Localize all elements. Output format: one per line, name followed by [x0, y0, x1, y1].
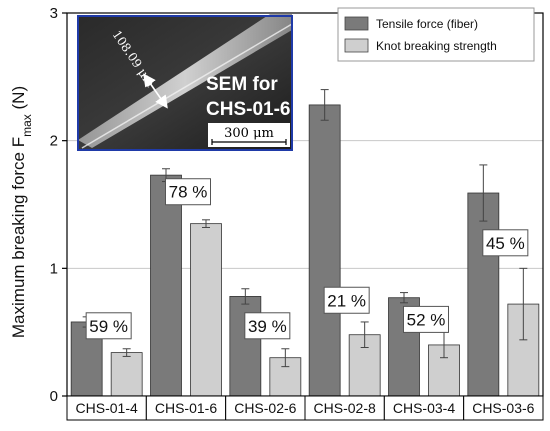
percentage-label: 21 % — [327, 291, 366, 310]
sem-inset: 108.09 μm SEM for CHS-01-6 300 μm — [77, 14, 293, 151]
category-cell — [383, 395, 465, 421]
category-label: CHS-02-6 — [234, 400, 296, 416]
category-label: CHS-03-6 — [472, 400, 534, 416]
legend: Tensile force (fiber) Knot breaking stre… — [337, 7, 535, 62]
percentage-box — [482, 229, 529, 257]
percentage-label: 39 % — [248, 317, 287, 336]
legend-label-knot: Knot breaking strength — [376, 39, 497, 53]
legend-box — [337, 7, 535, 62]
bar-tensile — [467, 192, 500, 397]
category-cell — [66, 395, 147, 421]
sem-inset-border — [77, 15, 293, 151]
percentage-label: 78 % — [169, 183, 208, 202]
bar-tensile — [150, 174, 182, 397]
category-cell — [145, 395, 227, 421]
percentage-labels: 59 % 78 % 39 % 21 % 52 % 45 % — [85, 178, 529, 340]
percentage-label: 52 % — [407, 310, 446, 329]
y-axis-label: Maximum breaking force Fmax (N) — [9, 86, 34, 338]
category-label: CHS-01-6 — [155, 400, 217, 416]
category-label: CHS-01-4 — [76, 400, 138, 416]
percentage-box — [165, 178, 211, 206]
percentage-box — [244, 312, 291, 340]
y-tick-label: 1 — [50, 260, 58, 277]
y-axis: 0 1 2 3 — [50, 5, 67, 405]
sem-scale-label: 300 μm — [224, 126, 274, 141]
legend-swatch-knot — [344, 38, 369, 53]
sem-measure-arrow — [143, 73, 168, 109]
percentage-box — [403, 305, 449, 333]
category-label: CHS-03-4 — [393, 400, 455, 416]
legend-swatch-tensile — [344, 16, 369, 31]
sem-scale-box — [208, 123, 290, 147]
bar-knot — [190, 223, 222, 397]
y-tick-label: 2 — [50, 133, 58, 150]
percentage-box — [323, 286, 370, 314]
sem-title-line2: CHS-01-6 — [206, 99, 290, 120]
y-tick-label: 0 — [50, 388, 58, 405]
bar-tensile — [308, 104, 341, 397]
sem-fiber-edge — [81, 23, 293, 149]
bar-tensile — [229, 296, 262, 397]
y-tick-label: 3 — [50, 5, 58, 22]
percentage-label: 59 % — [89, 317, 128, 336]
percentage-box — [85, 312, 132, 340]
legend-label-tensile: Tensile force (fiber) — [376, 17, 478, 31]
category-label: CHS-02-8 — [314, 400, 376, 416]
percentage-label: 45 % — [486, 234, 525, 253]
sem-fiber — [78, 14, 292, 148]
sem-title-line1: SEM for — [206, 74, 278, 95]
category-cell — [463, 395, 544, 421]
x-axis: CHS-01-4 CHS-01-6 CHS-02-6 CHS-02-8 CHS-03-4… — [66, 395, 544, 421]
bar-knot — [110, 352, 143, 397]
error-bars — [82, 89, 528, 368]
